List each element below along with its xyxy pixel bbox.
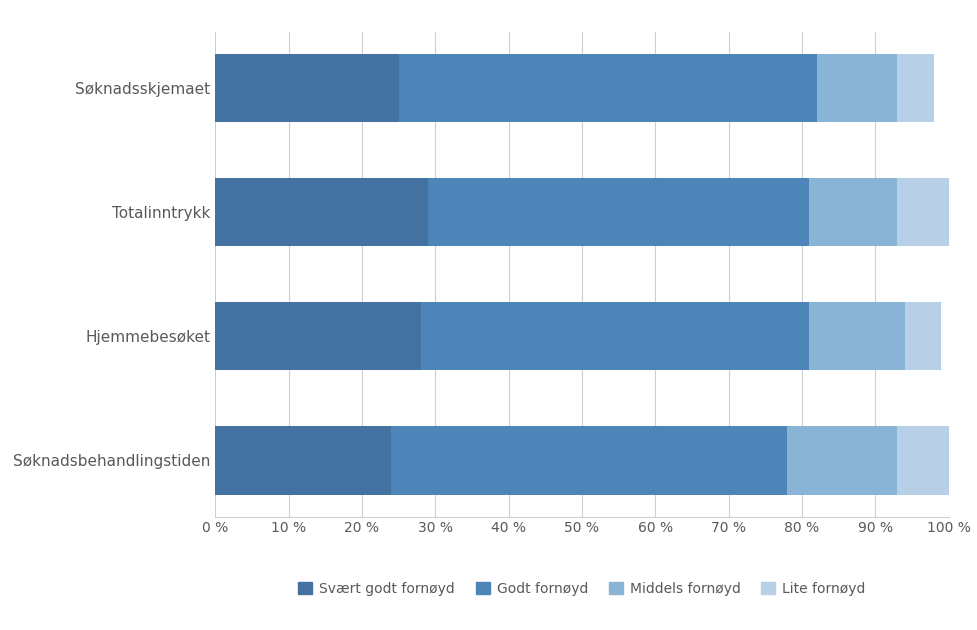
Bar: [215, 302, 420, 370]
Bar: [904, 302, 940, 370]
Bar: [896, 427, 948, 495]
Bar: [808, 178, 896, 246]
Legend: Svært godt fornøyd, Godt fornøyd, Middels fornøyd, Lite fornøyd: Svært godt fornøyd, Godt fornøyd, Middel…: [298, 581, 865, 596]
Bar: [428, 178, 808, 246]
Bar: [816, 54, 896, 122]
Bar: [399, 54, 816, 122]
Bar: [808, 302, 904, 370]
Bar: [896, 178, 948, 246]
Bar: [420, 302, 808, 370]
Bar: [215, 54, 399, 122]
Bar: [896, 54, 933, 122]
Bar: [215, 178, 428, 246]
Bar: [391, 427, 786, 495]
Bar: [786, 427, 896, 495]
Bar: [215, 427, 391, 495]
